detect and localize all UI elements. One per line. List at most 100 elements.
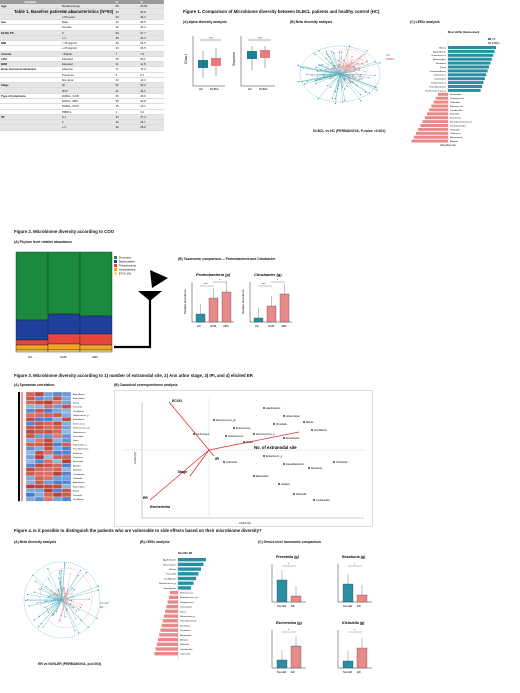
table-row: Type of lymphoma DLBCL, GCB 25 26.9 [0, 93, 164, 99]
nonER-point [48, 578, 50, 580]
nonER-ray [34, 592, 63, 601]
heat-cell [34, 484, 45, 489]
heat-row-label: Ruminococcus_g [73, 415, 88, 417]
ER-ray [65, 597, 76, 619]
lefse4-label: Agathobacter [163, 559, 176, 562]
heat-cell [25, 467, 36, 472]
lefse4-bar [158, 637, 178, 642]
heat-cell [34, 400, 45, 405]
nonER-ray [53, 599, 63, 615]
genus-bar [290, 595, 302, 603]
ER-point [50, 589, 53, 592]
lefse-label: Ruminococcaceae_g [426, 90, 447, 92]
cca-ipi: IPI [215, 457, 219, 461]
lefse4-bar [178, 572, 199, 576]
nonER-point [47, 568, 49, 570]
heat-cell [25, 454, 36, 460]
heat-row-label: Klebsiella [73, 470, 82, 472]
heat-cell [34, 496, 45, 502]
cca-genus-label: Alistipes [280, 483, 291, 486]
cca-genus-label: Enterobacter [286, 437, 300, 440]
dlbcl-point [351, 59, 353, 61]
table-cell: 67.7 [139, 30, 164, 36]
heat-cell [52, 459, 63, 464]
cca-yaxis: CCA2 (%) [133, 452, 137, 464]
taxon-group-label: HC [255, 324, 259, 328]
hc-point [344, 88, 346, 90]
heat-cell [34, 429, 45, 435]
heat-cell [34, 459, 45, 464]
fig4-panel-a-label: (A) Beta diversity analysis [14, 540, 57, 544]
shannon-hc-box [247, 51, 257, 59]
table-cell: 47.3 [139, 114, 164, 121]
stack-segment [79, 333, 113, 346]
nonER-point [60, 569, 63, 572]
lefse4-bar [161, 623, 178, 628]
fig1-panel-c-label: (C) LEfSe analysis [410, 20, 440, 24]
ER-point [79, 606, 82, 609]
nonER-point [59, 572, 61, 574]
heat-cell [52, 463, 63, 468]
heat-cell [61, 475, 72, 481]
dlbcl-point [328, 55, 330, 58]
taxon-bar [208, 297, 219, 323]
dlbcl-point [351, 56, 353, 58]
genus-sig: * [288, 562, 290, 566]
lefse4-label: Klebsiella [180, 644, 190, 646]
nonER-point [74, 630, 76, 632]
nonER-point [25, 599, 27, 602]
table-cell: 7.5 [139, 51, 164, 57]
ER-ray [57, 597, 67, 600]
lefse-label: Bacteroides [450, 93, 462, 96]
hc-point [349, 81, 352, 84]
heat-row-label: Citrobacter [73, 456, 83, 459]
cca-genus-label: Enterococcus [236, 427, 251, 430]
dlbcl-ray [347, 65, 366, 72]
heat-cell [34, 492, 45, 498]
heat-cell [25, 396, 36, 401]
nonER-ray [46, 586, 63, 601]
dlbcl-ray [340, 65, 349, 83]
lefse-label: Lactobacillus [450, 109, 464, 112]
hc-point [315, 82, 317, 85]
stack-segment [79, 349, 113, 353]
table-cell: Stage [0, 82, 61, 89]
lefse4-label: Ruminococcus_g2 [180, 597, 199, 599]
dlbcl-ray [338, 65, 349, 67]
hc-point [325, 57, 327, 60]
lefse4-label: Prevotella [166, 573, 177, 576]
nonER-point [57, 588, 59, 590]
dlbcl-point [334, 65, 336, 67]
heat-cell [34, 404, 45, 409]
heat-row-label: Enterococcus [73, 422, 85, 425]
heat-row-label: Lactobacillus [73, 473, 85, 476]
hc-point [356, 62, 358, 65]
dlbcl-ray [347, 62, 362, 67]
arrow-head [150, 270, 168, 288]
hc-point [337, 87, 339, 90]
hc-ray [314, 53, 341, 75]
nonER-point [97, 589, 99, 591]
heat-cell [25, 471, 36, 477]
heat-cell [61, 488, 72, 493]
table-cell: 2 [60, 119, 115, 126]
nonER-point [77, 575, 79, 577]
lefse-bar [420, 124, 448, 127]
heat-cell [43, 429, 54, 435]
taxon-group-label: GCB [210, 324, 216, 328]
dlbcl-ray [333, 65, 349, 70]
hc-ray [321, 64, 341, 75]
lefse-bar [448, 46, 496, 49]
hc-point [379, 62, 381, 64]
heat-cell [34, 471, 45, 477]
fig3-panel-b-label: (B) Canonical correspondence analysis [114, 383, 178, 387]
heat-cell [61, 433, 72, 439]
heat-row-label: Streptococcus [73, 431, 86, 434]
hc-point [368, 92, 370, 94]
fig2-panel-b-label: (B) Taxonomic comparison -- Proteobacter… [178, 257, 276, 261]
lefse-label: Ruminococcus [432, 55, 447, 57]
sig-mark: *** [204, 282, 208, 286]
heat-cell [52, 446, 63, 451]
spearman-heatmap: AgathobacterAnaerostipesBlautiaPrevotell… [18, 391, 90, 502]
dendrogram [18, 392, 20, 502]
